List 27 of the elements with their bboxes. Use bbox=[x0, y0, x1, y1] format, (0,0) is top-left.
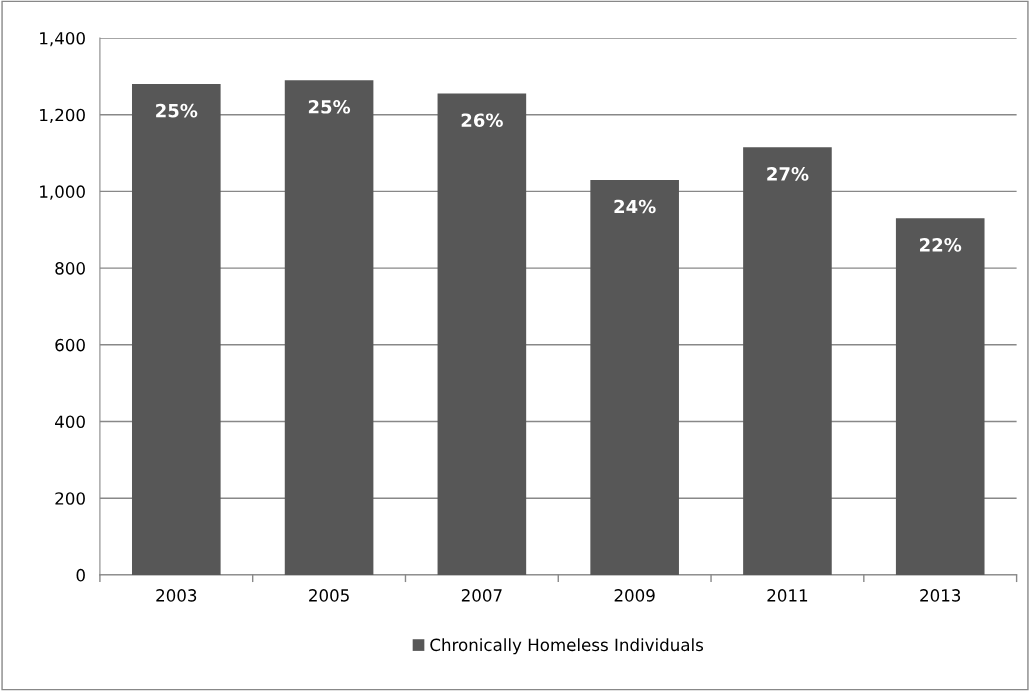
annotation: 26% bbox=[461, 113, 503, 128]
bar bbox=[131, 84, 221, 575]
x-tick-label: 2007 bbox=[461, 589, 502, 602]
y-tick-label: 600 bbox=[55, 338, 85, 352]
legend-label: Chronically Homeless Individuals bbox=[430, 638, 704, 655]
x-tick-label: 2011 bbox=[767, 589, 808, 602]
y-tick-label: 1,000 bbox=[40, 185, 85, 200]
y-tick-label: 0 bbox=[76, 568, 85, 582]
x-tick-label: 2005 bbox=[309, 589, 349, 602]
x-tick-label: 2003 bbox=[156, 589, 197, 602]
bar bbox=[437, 93, 527, 575]
bar bbox=[743, 147, 832, 575]
y-tick-label: 800 bbox=[55, 262, 85, 275]
annotation: 24% bbox=[614, 199, 656, 214]
y-tick-label: 1,400 bbox=[40, 31, 85, 47]
annotation: 22% bbox=[920, 238, 962, 252]
annotation: 27% bbox=[767, 167, 809, 181]
bar bbox=[284, 80, 374, 575]
bar bbox=[895, 218, 985, 575]
x-tick-label: 2013 bbox=[920, 589, 961, 602]
y-tick-label: 1,200 bbox=[40, 108, 85, 123]
annotation: 25% bbox=[156, 103, 198, 118]
annotation: 25% bbox=[308, 99, 351, 114]
bar bbox=[590, 179, 679, 575]
x-tick-label: 2009 bbox=[614, 589, 655, 602]
y-tick-label: 200 bbox=[55, 492, 85, 505]
y-tick-label: 400 bbox=[55, 415, 85, 429]
